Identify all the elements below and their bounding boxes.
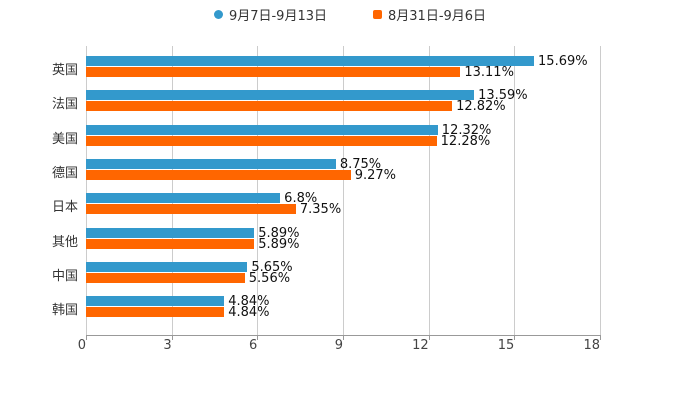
bar[interactable] <box>86 261 248 272</box>
bar[interactable] <box>86 124 438 135</box>
gridline <box>86 46 87 336</box>
category-label: 法国 <box>51 97 78 113</box>
bar[interactable] <box>86 296 225 307</box>
bar[interactable] <box>86 56 535 66</box>
x-tick <box>343 335 344 340</box>
x-tick-label: 9 <box>334 338 343 353</box>
value-label: 12.32% <box>441 122 492 138</box>
legend-label: 9月7日-9月13日 <box>228 8 327 24</box>
x-tick <box>171 335 173 340</box>
bar[interactable] <box>86 158 336 169</box>
x-tick-label: 12 <box>412 338 429 353</box>
gridline <box>428 46 430 336</box>
gridline <box>171 46 173 336</box>
gridline <box>343 46 344 336</box>
bar[interactable] <box>86 307 225 318</box>
legend-item[interactable]: 8月31日-9月6日 <box>373 4 486 24</box>
value-label: 8.75% <box>339 156 382 172</box>
bar[interactable] <box>86 67 461 77</box>
bar[interactable] <box>86 204 296 215</box>
plot-area: 15.69% 13.11% 13.59% 12.82% 12.32% 12.28% 8.75… <box>86 46 601 336</box>
x-tick-label: 18 <box>583 338 600 353</box>
category-label: 韩国 <box>51 303 78 319</box>
x-tick <box>257 335 259 340</box>
value-label: 6.8% <box>284 191 318 207</box>
value-label: 4.84% <box>228 294 270 310</box>
category-label: 美国 <box>51 131 78 147</box>
gridline <box>514 46 516 336</box>
legend-item[interactable]: 9月7日-9月13日 <box>213 4 327 24</box>
chart-legend: 9月7日-9月13日 8月31日-9月6日 <box>0 4 700 24</box>
x-tick-label: 0 <box>77 338 86 353</box>
x-tick <box>86 335 87 340</box>
value-label: 7.35% <box>299 202 342 218</box>
x-tick <box>514 335 516 340</box>
bar[interactable] <box>86 227 255 238</box>
category-label: 德国 <box>51 165 78 181</box>
value-label: 9.27% <box>354 167 397 183</box>
value-label: 12.82% <box>456 99 506 115</box>
value-label: 4.84% <box>228 305 270 321</box>
bar[interactable] <box>86 135 437 146</box>
value-label: 5.56% <box>248 270 291 286</box>
category-label: 英国 <box>51 63 78 78</box>
bar[interactable] <box>86 101 453 112</box>
gridline <box>257 46 259 336</box>
value-label: 13.59% <box>478 88 528 104</box>
gridline <box>600 46 601 336</box>
value-label: 15.69% <box>538 54 588 69</box>
category-label: 其他 <box>51 234 78 250</box>
bar[interactable] <box>86 90 475 101</box>
legend-marker-icon <box>213 9 223 19</box>
x-tick-label: 3 <box>163 338 172 353</box>
category-label: 中国 <box>51 268 78 284</box>
x-tick <box>428 335 430 340</box>
value-label: 12.28% <box>440 133 491 149</box>
bar[interactable] <box>86 169 351 180</box>
x-tick <box>600 335 601 340</box>
category-label: 日本 <box>51 200 78 216</box>
bar[interactable] <box>86 238 255 249</box>
x-tick-label: 6 <box>249 338 258 353</box>
bar[interactable] <box>86 193 281 204</box>
value-label: 5.89% <box>258 225 300 241</box>
legend-marker-icon <box>373 9 382 19</box>
value-label: 13.11% <box>464 65 514 80</box>
value-label: 5.65% <box>251 259 293 275</box>
x-tick-label: 15 <box>497 338 515 353</box>
legend-label: 8月31日-9月6日 <box>388 8 487 24</box>
value-label: 5.89% <box>258 236 300 252</box>
bar[interactable] <box>86 272 245 283</box>
